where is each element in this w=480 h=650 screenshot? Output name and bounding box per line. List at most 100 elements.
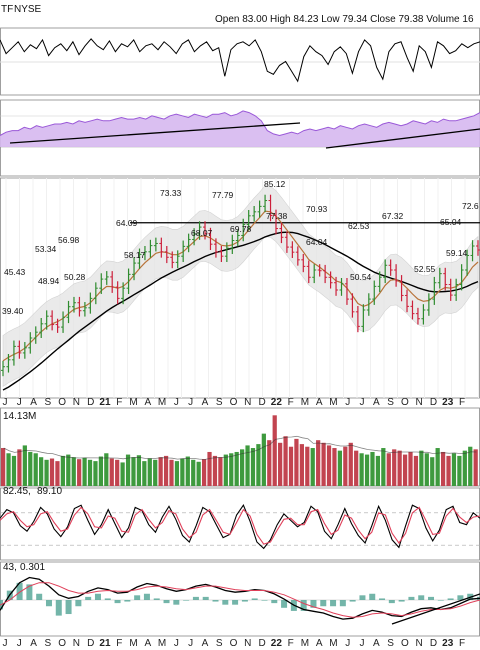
time-axis-label: N [416,397,423,408]
volume-bar [250,448,256,486]
rsi-area [0,110,480,147]
volume-bar [278,442,283,486]
macd-histogram-bar [369,593,376,600]
time-axis-label: S [216,638,223,649]
time-axis-label: J [17,638,22,649]
price-annotation: 48.94 [38,276,60,286]
price-panel: 45.43 39.40 53.34 48.94 56.98 50.28 64.09 58.17… [1,178,480,398]
price-annotation: 39.40 [2,306,24,316]
price-annotation: 70.93 [306,204,328,214]
volume-bar [191,459,196,486]
volume-bar [39,457,44,486]
ticker-symbol: TF [1,4,13,15]
time-axis-label: N [73,638,80,649]
time-axis-label: A [373,638,380,649]
macd-histogram-bar [437,600,444,601]
volume-bar [104,453,109,486]
time-axis-bottom: J J A S O N D 21 F M A M J J A S O N D 22 F M A M J J A S O N D 23 F [3,638,466,649]
time-axis-label: N [73,397,80,408]
volume-bar [147,458,152,486]
macd-histogram-bar [281,600,288,608]
macd-histogram-bar [300,600,307,611]
chart-header: TF NYSE Open 83.00 High 84.23 Low 79.34 … [1,4,474,25]
macd-histogram-bar [124,600,131,602]
price-annotation: 58.17 [124,250,146,260]
macd-histogram-bar [134,595,141,600]
volume-bar [392,449,397,486]
macd-histogram-bar [16,582,23,600]
volume-bar [240,449,245,486]
macd-histogram-bar [379,598,386,600]
price-annotation: 53.34 [35,244,57,254]
time-axis-label: 22 [271,397,283,408]
volume-bar [473,449,478,486]
volume-bar [359,453,364,486]
price-envelope [2,185,479,387]
time-axis-label: 22 [271,638,283,649]
macd-histogram-bar [339,600,346,607]
rsi-line [0,110,480,137]
time-axis-label: J [188,397,193,408]
stoch-frame [0,487,480,561]
price-annotation: 64.09 [116,218,138,228]
time-axis-label: J [174,397,179,408]
macd-histogram-bar [232,600,239,605]
volume-bar [6,453,11,486]
macd-histogram-bar [457,595,464,600]
price-annotation: 45.43 [4,267,26,277]
volume-bar [71,457,76,486]
price-annotation: 85.12 [264,179,286,189]
volume-bar [169,459,174,486]
volume-bar [82,457,87,486]
time-axis-label: S [387,638,394,649]
macd-histogram-bar [310,600,317,608]
volume-bar [294,438,299,486]
volume-panel: 14.13M [1,411,478,486]
macd-histogram-bar [94,593,101,600]
price-annotation: 50.28 [64,272,86,282]
rsi-panel [0,110,480,149]
volume-bar [185,456,190,486]
macd-histogram-bar [418,595,425,600]
momentum-line [0,38,480,83]
time-axis-label: M [158,397,166,408]
stochastic-panel: 82.45, 89.10 [0,486,480,550]
time-axis-label: N [244,397,251,408]
macd-histogram-bar [330,600,337,607]
time-axis-label: A [202,397,209,408]
macd-histogram-bar [104,598,111,600]
time-axis-label: F [459,638,465,649]
volume-bar [223,454,228,486]
time-axis-label: J [17,397,22,408]
time-axis-label: J [174,638,179,649]
volume-bar [207,451,212,486]
volume-bar [370,451,375,486]
price-annotation: 56.98 [58,235,80,245]
volume-bar [381,448,386,486]
macd-panel: 43, 0.301 [0,562,480,625]
volume-bar [446,455,451,486]
volume-bar [93,461,98,486]
time-axis-label: A [316,397,323,408]
time-axis-label: O [401,638,409,649]
price-annotation: 69.78 [230,224,252,234]
volume-bar [305,446,310,486]
volume-bar [440,451,446,486]
time-axis-label: D [430,397,437,408]
momentum-panel [0,38,480,83]
macd-histogram-bar [398,600,405,602]
time-axis-label: D [258,638,265,649]
volume-bar [142,461,147,486]
time-axis-label: N [244,638,251,649]
time-axis-label: O [58,397,66,408]
volume-bar [120,462,125,486]
price-annotation: 68.07 [191,228,213,238]
volume-bar [408,451,413,486]
volume-bar [98,456,104,486]
volume-bar [332,448,337,486]
time-axis-label: 21 [99,397,111,408]
volume-bar [163,455,169,486]
macd-histogram-bar [85,596,92,600]
volume-bar [158,457,163,486]
macd-histogram-bar [183,600,190,601]
